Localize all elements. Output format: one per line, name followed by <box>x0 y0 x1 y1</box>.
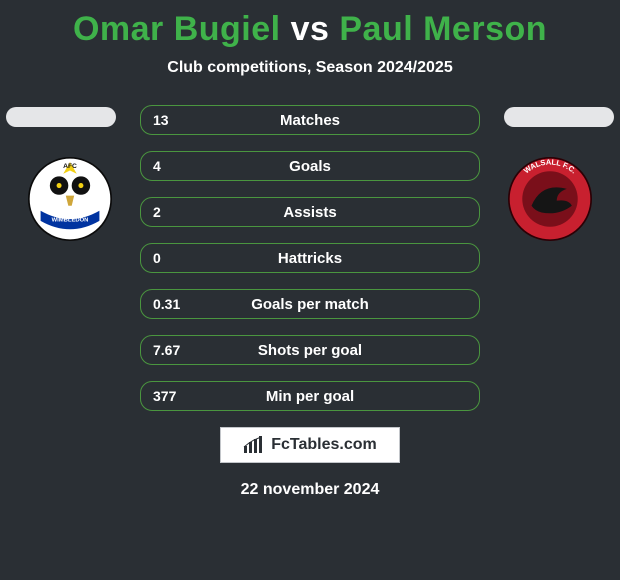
stat-label: Assists <box>283 204 336 221</box>
player-left-name: Omar Bugiel <box>73 10 281 48</box>
stat-label: Shots per goal <box>258 342 362 359</box>
stat-left-value: 0 <box>153 250 161 266</box>
stat-row: 13 Matches <box>140 105 480 135</box>
stat-left-value: 2 <box>153 204 161 220</box>
country-pill-left <box>6 107 116 127</box>
stat-left-value: 377 <box>153 388 176 404</box>
date-text: 22 november 2024 <box>0 481 620 499</box>
vs-separator: vs <box>291 10 330 48</box>
comparison-body: AFC WIMBLEDON WALSALL F.C. 13 Matches <box>0 105 620 411</box>
club-crest-right: WALSALL F.C. <box>508 157 592 241</box>
svg-text:WIMBLEDON: WIMBLEDON <box>52 218 89 224</box>
stat-left-value: 7.67 <box>153 342 180 358</box>
afc-wimbledon-crest-icon: AFC WIMBLEDON <box>28 157 112 241</box>
stat-left-value: 4 <box>153 158 161 174</box>
stat-label: Goals per match <box>251 296 369 313</box>
comparison-card: Omar Bugiel vs Paul Merson Club competit… <box>0 0 620 580</box>
walsall-crest-icon: WALSALL F.C. <box>508 157 592 241</box>
stat-label: Matches <box>280 112 340 129</box>
brand-badge[interactable]: FcTables.com <box>220 427 400 463</box>
stat-left-value: 13 <box>153 112 169 128</box>
stat-row: 377 Min per goal <box>140 381 480 411</box>
stat-label: Goals <box>289 158 331 175</box>
stat-label: Min per goal <box>266 388 354 405</box>
stat-left-value: 0.31 <box>153 296 180 312</box>
stat-row: 2 Assists <box>140 197 480 227</box>
stat-row: 7.67 Shots per goal <box>140 335 480 365</box>
subtitle: Club competitions, Season 2024/2025 <box>0 59 620 77</box>
svg-text:AFC: AFC <box>63 163 77 170</box>
bar-chart-icon <box>243 436 263 454</box>
country-pill-right <box>504 107 614 127</box>
page-title: Omar Bugiel vs Paul Merson <box>0 0 620 49</box>
club-crest-left: AFC WIMBLEDON <box>28 157 112 241</box>
brand-text: FcTables.com <box>271 436 377 454</box>
stat-row: 0.31 Goals per match <box>140 289 480 319</box>
stat-label: Hattricks <box>278 250 342 267</box>
stats-table: 13 Matches 4 Goals 2 Assists 0 Hattricks… <box>140 105 480 411</box>
stat-row: 0 Hattricks <box>140 243 480 273</box>
player-right-name: Paul Merson <box>339 10 547 48</box>
stat-row: 4 Goals <box>140 151 480 181</box>
